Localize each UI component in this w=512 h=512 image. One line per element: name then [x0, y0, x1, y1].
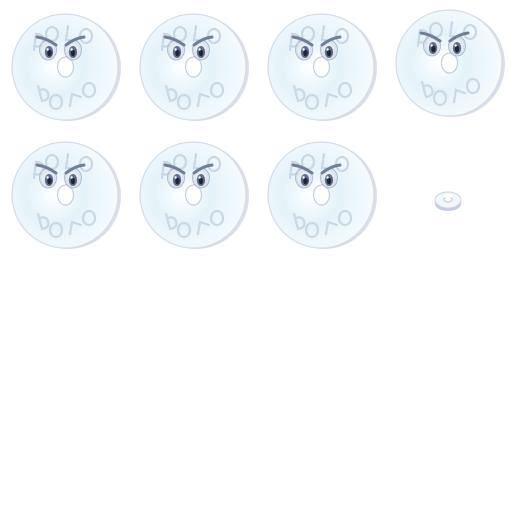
mint-face-frame-5 [6, 134, 126, 254]
mint-face-frame-3 [262, 6, 382, 126]
small-mint-icon [430, 182, 466, 218]
mint-face-frame-2 [134, 6, 254, 126]
mint-small-frame-8 [430, 182, 466, 218]
angry-mint-face-icon [6, 6, 126, 126]
angry-mint-face-icon [262, 6, 382, 126]
angry-mint-face-icon [6, 134, 126, 254]
angry-mint-face-icon [134, 134, 254, 254]
mint-face-frame-7 [262, 134, 382, 254]
mint-face-frame-6 [134, 134, 254, 254]
angry-mint-face-icon [262, 134, 382, 254]
mint-face-frame-1 [6, 6, 126, 126]
angry-mint-face-icon [134, 6, 254, 126]
mint-face-frame-4 [390, 2, 510, 122]
angry-mint-face-icon [390, 2, 510, 122]
